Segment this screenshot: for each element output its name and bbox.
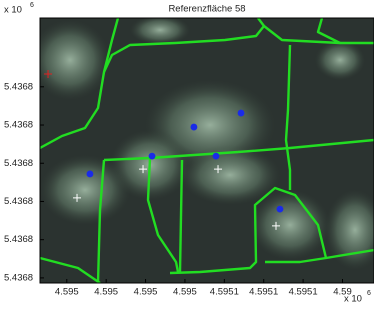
y-tick-label: 5.4368 <box>4 120 33 131</box>
x-tick-label: 4.5951 <box>249 287 278 298</box>
x-tick-label: 4.595 <box>55 287 79 298</box>
x-exponent-power: 6 <box>367 290 371 297</box>
point <box>238 110 245 117</box>
y-tick-label: 5.4368 <box>4 234 33 245</box>
point <box>191 124 198 131</box>
point <box>149 153 156 160</box>
y-exponent: x 10 <box>4 5 22 16</box>
point <box>87 171 94 178</box>
x-tick-label: 4.5951 <box>289 287 318 298</box>
y-tick-label: 5.4368 <box>4 81 33 92</box>
y-tick-label: 5.4368 <box>4 158 33 169</box>
x-tick-label: 4.5951 <box>210 287 239 298</box>
image-background <box>30 15 374 283</box>
x-tick-label: 4.59 <box>333 287 352 298</box>
y-tick-label: 5.4368 <box>4 272 33 283</box>
chart-title: Referenzfläche 58 <box>168 4 245 15</box>
x-tick-label: 4.595 <box>173 287 197 298</box>
x-tick-label: 4.595 <box>134 287 158 298</box>
chart: Referenzfläche 58 x 10 6 x 10 6 5.43685.… <box>0 0 374 313</box>
point <box>213 153 220 160</box>
x-tick-label: 4.595 <box>94 287 118 298</box>
point <box>277 206 284 213</box>
y-tick-label: 5.4368 <box>4 196 33 207</box>
y-exponent-power: 6 <box>30 2 34 9</box>
